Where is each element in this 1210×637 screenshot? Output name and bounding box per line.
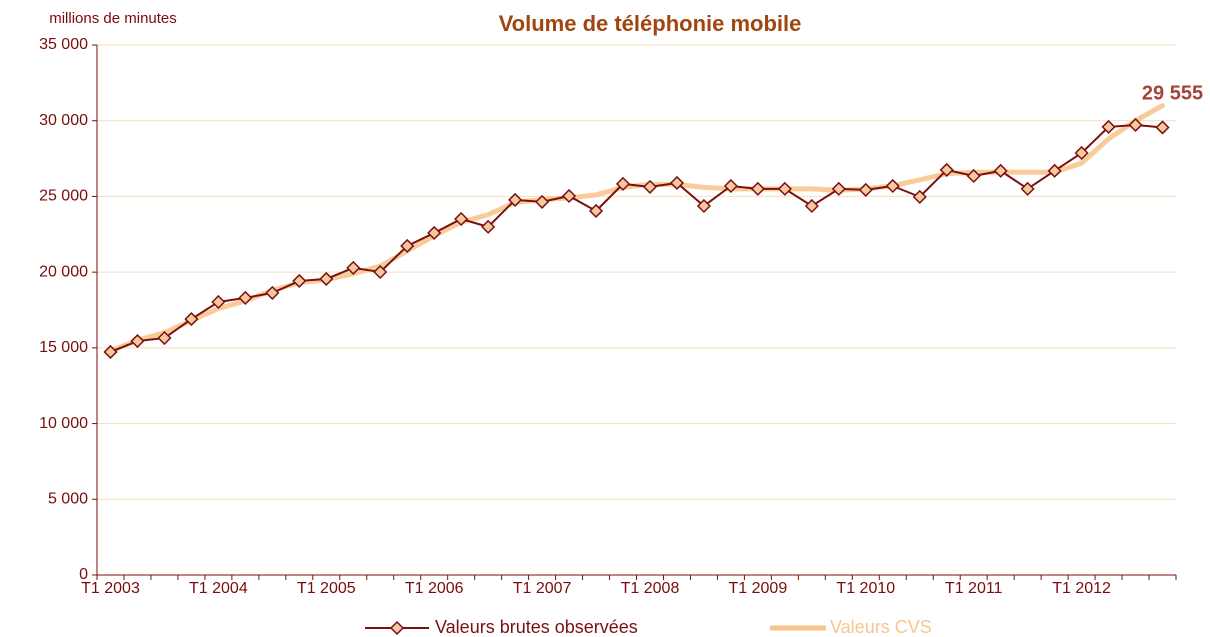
y-tick-label: 30 000 [39,112,88,129]
marker [103,344,118,360]
legend-label: Valeurs brutes observées [435,617,638,637]
marker [130,333,145,349]
x-tick-label: T1 2005 [297,580,356,597]
x-tick-label: T1 2009 [729,580,788,597]
x-tick-label: T1 2008 [621,580,680,597]
marker [1128,117,1143,133]
data-label: 29 555 [1142,83,1203,105]
marker [454,211,469,227]
y-axis-label: millions de minutes [49,10,177,27]
marker [481,219,496,234]
marker [1101,119,1116,134]
y-tick-label: 0 [79,566,88,583]
marker [346,260,361,275]
marker [804,198,819,214]
y-tick-label: 10 000 [39,415,88,432]
marker [615,176,631,191]
marker [1155,120,1170,135]
marker [238,290,253,305]
marker [157,330,172,346]
marker [184,312,199,327]
marker [831,181,846,196]
x-tick-label: T1 2007 [513,580,572,597]
marker [939,162,954,177]
marker [535,194,550,209]
x-tick-label: T1 2010 [836,580,895,597]
y-tick-label: 35 000 [39,36,88,53]
marker [858,182,873,197]
x-tick-label: T1 2011 [945,580,1003,597]
marker [669,175,685,191]
y-tick-label: 5 000 [48,491,88,508]
marker [642,179,658,194]
series-line [107,103,1166,354]
y-tick-label: 25 000 [39,188,88,205]
marker [1074,145,1089,161]
marker [292,273,307,288]
marker [723,178,738,194]
x-tick-label: T1 2003 [81,580,140,597]
marker [993,163,1008,178]
marker [912,189,927,204]
marker [750,181,765,196]
y-tick-label: 15 000 [39,339,88,356]
marker [1020,181,1035,196]
marker [373,264,388,280]
marker [966,168,981,184]
legend-marker [389,620,405,636]
x-tick-label: T1 2012 [1052,580,1111,597]
y-tick-label: 20 000 [39,263,88,280]
marker [400,238,415,254]
marker [319,271,334,287]
marker [1047,163,1062,178]
series-line [110,123,1163,353]
chart-title: Volume de téléphonie mobile [499,11,802,36]
x-tick-label: T1 2006 [405,580,464,597]
marker [508,192,523,207]
x-tick-label: T1 2004 [189,580,248,597]
marker [427,225,442,240]
marker [588,203,604,219]
marker [211,294,226,310]
marker [777,181,792,196]
marker [885,178,900,194]
marker [562,188,577,204]
marker [696,198,711,214]
marker [265,285,280,300]
legend-label: Valeurs CVS [830,617,932,637]
